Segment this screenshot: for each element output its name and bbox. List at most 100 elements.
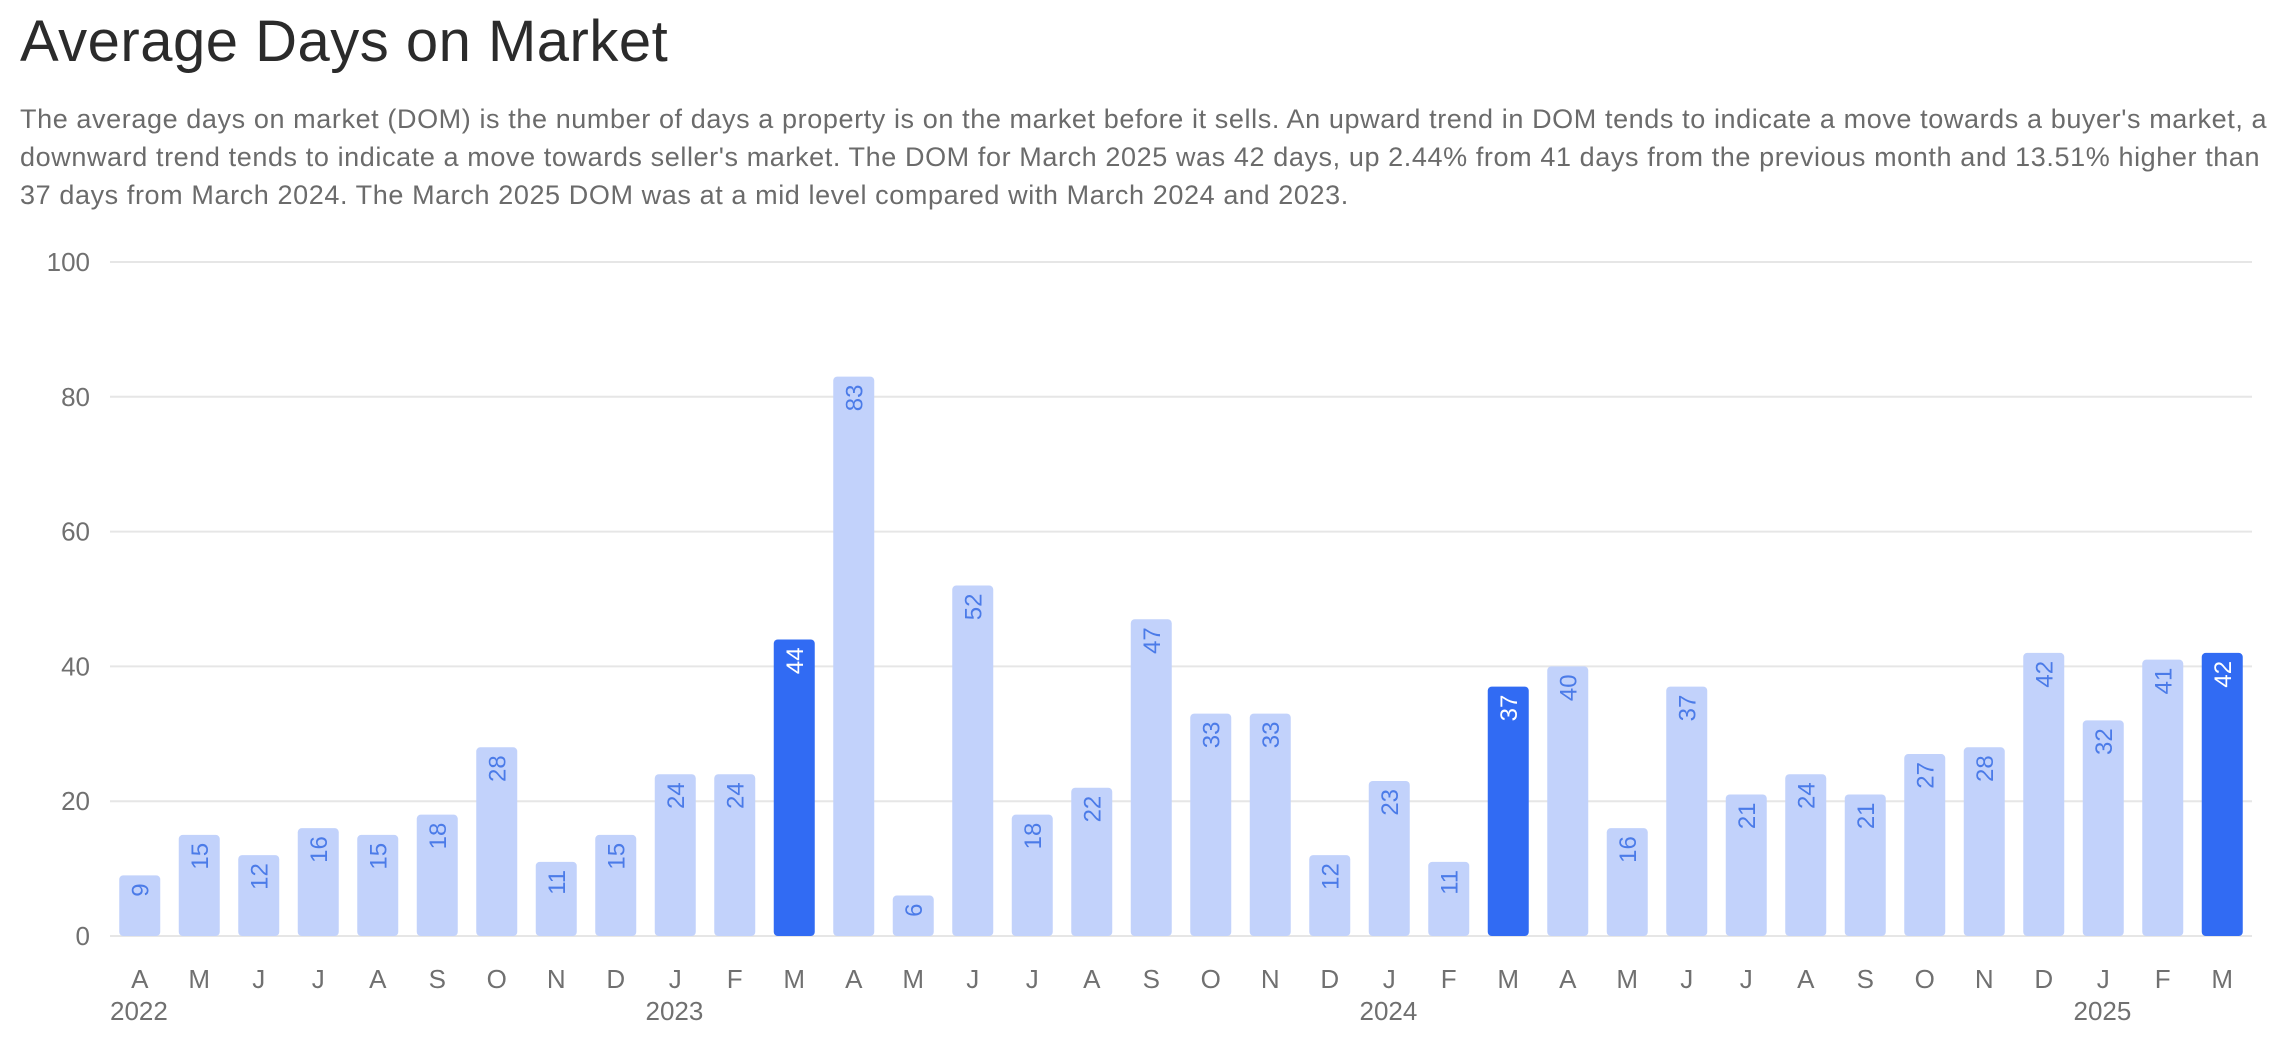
y-tick-label: 100 xyxy=(47,247,90,277)
data-label: 24 xyxy=(1794,782,1821,809)
data-label: 41 xyxy=(2151,668,2178,695)
x-tick-label: N xyxy=(1261,964,1280,994)
data-label: 32 xyxy=(2091,728,2118,755)
bar xyxy=(1249,713,1291,936)
bar xyxy=(1428,861,1470,936)
data-label: 16 xyxy=(1615,836,1642,863)
x-tick-label: F xyxy=(1441,964,1457,994)
data-label: 22 xyxy=(1080,796,1107,823)
bar xyxy=(357,834,399,936)
bar xyxy=(416,814,458,936)
data-label: 27 xyxy=(1913,762,1940,789)
x-tick-label: J xyxy=(1383,964,1396,994)
x-tick-label: A xyxy=(1797,964,1815,994)
bar xyxy=(1725,794,1767,936)
bar xyxy=(1547,666,1589,936)
bar xyxy=(1130,619,1172,936)
bar xyxy=(1666,686,1708,936)
y-tick-label: 40 xyxy=(61,651,90,681)
data-label: 37 xyxy=(1496,695,1523,722)
year-label: 2023 xyxy=(646,996,704,1026)
x-tick-label: J xyxy=(966,964,979,994)
chart-description: The average days on market (DOM) is the … xyxy=(20,104,2268,210)
y-tick-label: 0 xyxy=(76,921,90,951)
bar xyxy=(654,774,696,936)
bar xyxy=(1963,747,2005,936)
x-tick-label: J xyxy=(2097,964,2110,994)
data-label: 18 xyxy=(425,823,452,850)
year-label: 2022 xyxy=(110,996,168,1026)
x-tick-label: M xyxy=(783,964,805,994)
x-tick-label: D xyxy=(2034,964,2053,994)
year-label: 2025 xyxy=(2074,996,2132,1026)
y-tick-label: 80 xyxy=(61,382,90,412)
x-tick-label: A xyxy=(369,964,387,994)
x-tick-label: O xyxy=(1915,964,1935,994)
data-label: 15 xyxy=(366,843,393,870)
x-tick-label: A xyxy=(1559,964,1577,994)
bar xyxy=(2082,720,2124,936)
bars: 9 15 12 16 15 18 28 11 15 24 24 44 83 6 52 18 22 47 33 33 12… xyxy=(119,376,2243,937)
data-label: 6 xyxy=(901,904,928,917)
data-label: 42 xyxy=(2032,661,2059,688)
data-label: 42 xyxy=(2210,661,2237,688)
data-label: 24 xyxy=(663,782,690,809)
x-tick-label: M xyxy=(1616,964,1638,994)
data-label: 21 xyxy=(1853,802,1880,829)
x-tick-label: F xyxy=(727,964,743,994)
x-tick-label: D xyxy=(1320,964,1339,994)
year-label: 2024 xyxy=(1360,996,1418,1026)
data-label: 28 xyxy=(1972,755,1999,782)
data-label: 16 xyxy=(306,836,333,863)
data-label: 11 xyxy=(544,870,571,895)
data-label: 9 xyxy=(128,883,155,896)
bar xyxy=(1785,774,1827,936)
x-tick-label: O xyxy=(487,964,507,994)
bar xyxy=(1190,713,1232,936)
x-tick-label: N xyxy=(1975,964,1994,994)
bar xyxy=(119,875,161,936)
bar xyxy=(1368,780,1410,936)
bar xyxy=(238,855,280,936)
data-label: 12 xyxy=(247,863,274,890)
bar xyxy=(773,639,815,936)
data-label: 47 xyxy=(1139,627,1166,654)
x-tick-label: M xyxy=(2211,964,2233,994)
x-tick-label: J xyxy=(1026,964,1039,994)
bar xyxy=(952,585,994,936)
page-title: Average Days on Market xyxy=(20,9,669,74)
bar xyxy=(833,376,875,937)
x-tick-label: S xyxy=(429,964,446,994)
bar xyxy=(2201,652,2243,936)
bar xyxy=(297,828,339,936)
bar xyxy=(178,834,220,936)
x-tick-label: J xyxy=(1680,964,1693,994)
data-label: 18 xyxy=(1020,823,1047,850)
data-label: 15 xyxy=(604,843,631,870)
x-tick-label: F xyxy=(2155,964,2171,994)
x-tick-label: N xyxy=(547,964,566,994)
data-label: 52 xyxy=(961,594,988,621)
data-label: 44 xyxy=(782,647,809,674)
x-tick-label: M xyxy=(1497,964,1519,994)
data-label: 24 xyxy=(723,782,750,809)
x-tick-label: A xyxy=(1083,964,1101,994)
bar xyxy=(535,861,577,936)
x-tick-label: J xyxy=(312,964,325,994)
bar xyxy=(714,774,756,936)
x-tick-label: S xyxy=(1857,964,1874,994)
data-label: 28 xyxy=(485,755,512,782)
bar xyxy=(1011,814,1053,936)
data-label: 23 xyxy=(1377,789,1404,816)
data-label: 33 xyxy=(1199,722,1226,749)
x-tick-label: S xyxy=(1143,964,1160,994)
bar xyxy=(476,747,518,936)
bar xyxy=(1071,787,1113,936)
data-label: 37 xyxy=(1675,695,1702,722)
bar xyxy=(892,895,934,936)
bar xyxy=(1606,828,1648,936)
data-label: 33 xyxy=(1258,722,1285,749)
data-label: 40 xyxy=(1556,674,1583,701)
gridlines xyxy=(110,261,2252,937)
